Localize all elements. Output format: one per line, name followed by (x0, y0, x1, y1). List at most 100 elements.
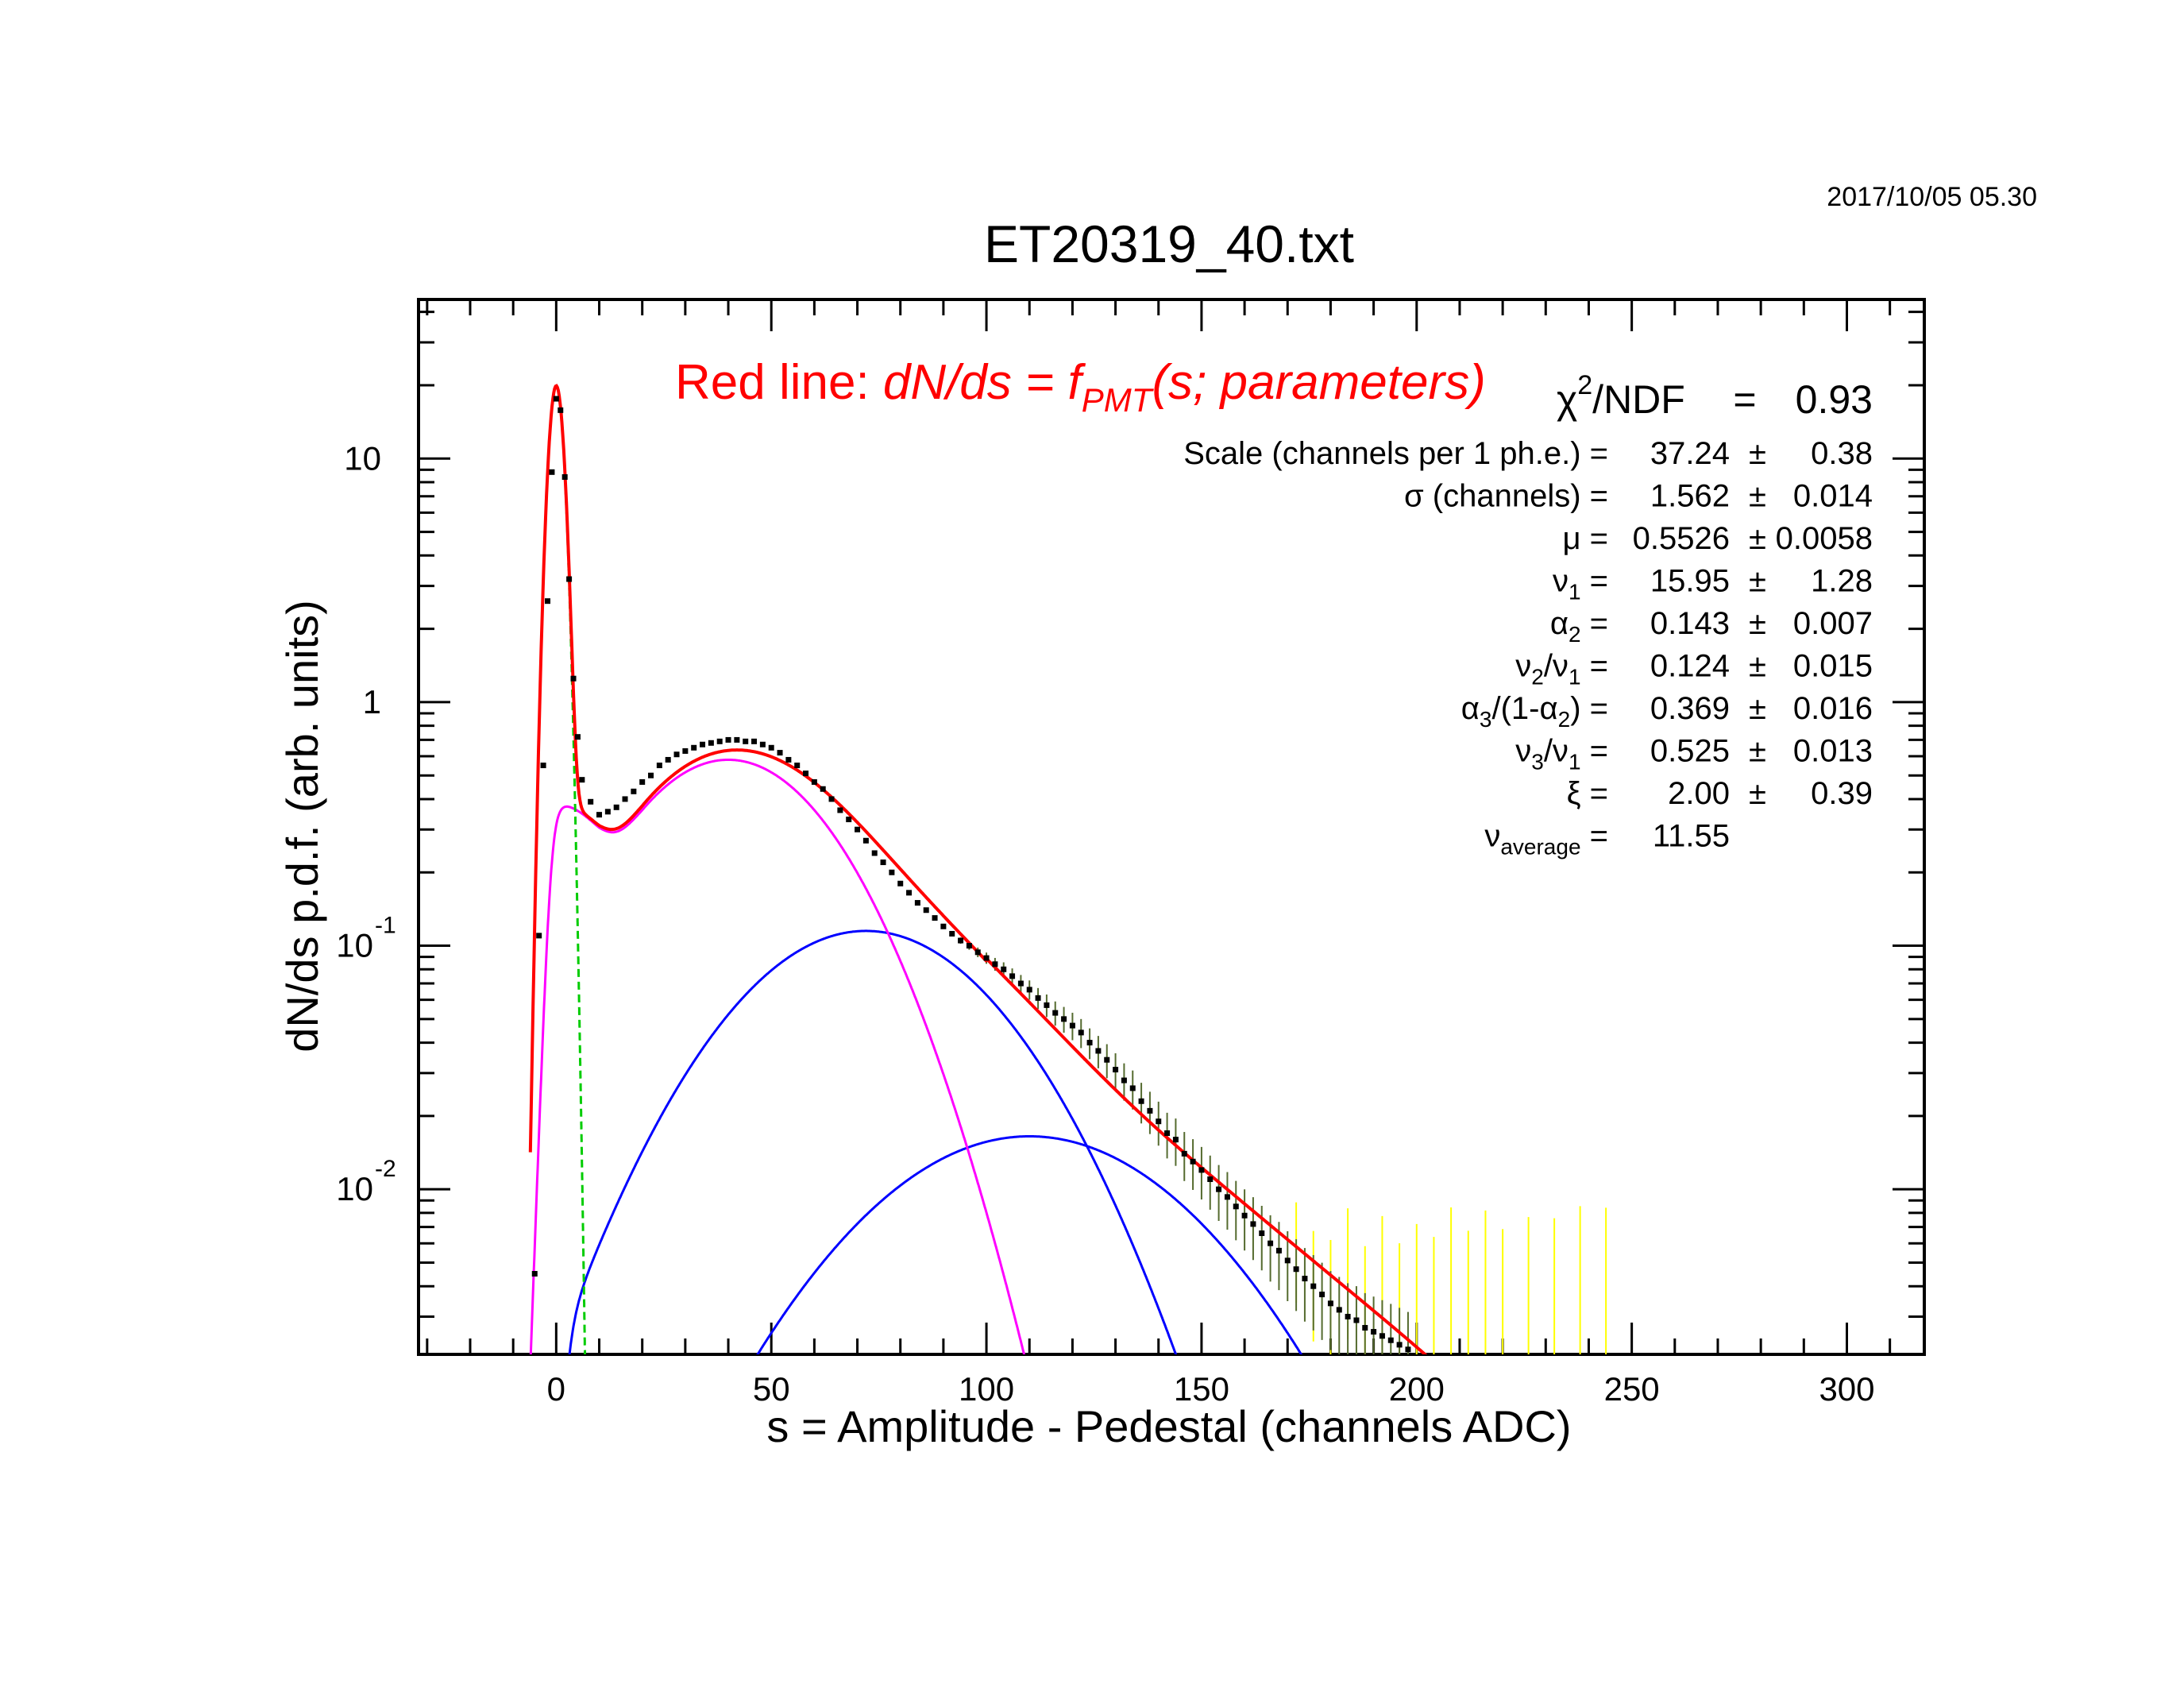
data-point (716, 738, 723, 744)
data-point (1284, 1257, 1291, 1264)
data-point (561, 474, 568, 481)
x-tick-label: 200 (1389, 1370, 1445, 1408)
param-value: 1.562 (1650, 479, 1730, 514)
param-plus-minus: ± (1749, 776, 1766, 811)
param-plus-minus: ± (1749, 734, 1766, 769)
y-tick-exponent: -2 (375, 1156, 396, 1182)
param-label-part: 2 (1531, 665, 1544, 689)
data-point (1017, 980, 1024, 987)
data-point (1181, 1150, 1187, 1157)
param-error: 0.013 (1793, 734, 1873, 769)
data-point (1259, 1230, 1265, 1237)
data-point (862, 837, 869, 844)
param-plus-minus: ± (1749, 436, 1766, 471)
data-point (1268, 1240, 1274, 1246)
data-point (1113, 1067, 1119, 1073)
param-label-part: = (1581, 819, 1608, 854)
data-point (1138, 1098, 1144, 1104)
param-plus-minus: ± (1749, 521, 1766, 556)
param-label-part: average (1500, 835, 1580, 859)
data-point (1104, 1056, 1110, 1063)
data-point (889, 869, 895, 875)
param-label: ν1 = (1553, 564, 1608, 605)
data-point (940, 923, 947, 929)
param-label-part: ) = (1570, 691, 1608, 726)
param-error: 0.016 (1793, 691, 1873, 726)
param-plus-minus: ± (1749, 564, 1766, 599)
param-value: 0.369 (1650, 691, 1730, 726)
param-label: α3/(1-α2) = (1461, 691, 1608, 732)
data-point (1216, 1186, 1222, 1192)
param-label-part: = (1581, 606, 1608, 641)
data-point (536, 933, 542, 939)
pedestal-component-curve (563, 473, 586, 1354)
data-point (622, 796, 628, 802)
param-label-part: α (1550, 606, 1569, 641)
param-error: 1.28 (1811, 564, 1873, 599)
data-point (1319, 1292, 1325, 1298)
data-point (932, 915, 938, 921)
param-error: 0.38 (1811, 436, 1873, 471)
plot-frame (417, 298, 1926, 1356)
data-point (553, 396, 559, 402)
data-point (734, 736, 740, 743)
data-point (540, 763, 546, 769)
param-value: 0.525 (1650, 734, 1730, 769)
y-axis-title: dN/ds p.d.f. (arb. units) (277, 600, 327, 1053)
data-point (828, 796, 835, 802)
param-label-part: 2 (1558, 707, 1571, 732)
data-point (768, 744, 774, 751)
param-value: 11.55 (1653, 819, 1730, 854)
x-tick-labels: 0 50 100 150 200 250 300 (547, 1370, 1875, 1408)
data-point (531, 1271, 538, 1277)
chart-title: ET20319_40.txt (984, 214, 1354, 273)
data-point (1207, 1176, 1214, 1182)
data-point (1026, 987, 1032, 993)
data-point (1405, 1346, 1411, 1353)
data-point (588, 798, 594, 805)
data-point (1190, 1158, 1196, 1165)
data-point (1095, 1048, 1102, 1054)
data-error-bars (534, 397, 1607, 1354)
param-label: ν2/ν1 = (1515, 649, 1608, 689)
data-point (613, 804, 619, 810)
data-point (639, 778, 646, 785)
data-point (785, 756, 792, 763)
y-tick-label: 1 (363, 683, 381, 720)
annotation-prefix: Red line: (675, 355, 883, 410)
single-pe-component-curve (529, 759, 1026, 1354)
data-point (1078, 1029, 1084, 1036)
data-point (1362, 1325, 1368, 1331)
data-point (811, 778, 817, 785)
data-point (880, 859, 886, 866)
y-tick-label: 10 (344, 439, 381, 477)
param-label-part: α (1461, 691, 1480, 726)
data-point (1353, 1317, 1360, 1323)
data-point (958, 937, 964, 944)
data-point (1336, 1307, 1342, 1313)
chi2-label: χ2/NDF (1557, 370, 1685, 422)
param-label-part: ν (1484, 819, 1500, 854)
x-tick-label: 50 (753, 1370, 790, 1408)
annotation-formula: dN/ds = f (883, 355, 1086, 410)
data-point (759, 741, 766, 747)
param-label-part: ξ = (1567, 776, 1608, 811)
y-tick-exponent: -1 (375, 913, 396, 939)
data-point (691, 744, 697, 751)
x-tick-label: 0 (547, 1370, 565, 1408)
y-tick-label: 10 (336, 1170, 373, 1207)
data-point (725, 736, 731, 743)
param-label: ξ = (1567, 776, 1608, 811)
param-label-part: 1 (1569, 580, 1581, 605)
param-label-part: = (1581, 564, 1608, 599)
data-point (596, 812, 603, 818)
data-point (897, 880, 904, 886)
data-point (1371, 1329, 1377, 1335)
data-point (794, 763, 801, 769)
data-point (682, 747, 689, 754)
data-point (966, 943, 972, 949)
data-point (1164, 1130, 1171, 1137)
data-point (1035, 995, 1041, 1001)
param-label-part: 1 (1569, 665, 1581, 689)
